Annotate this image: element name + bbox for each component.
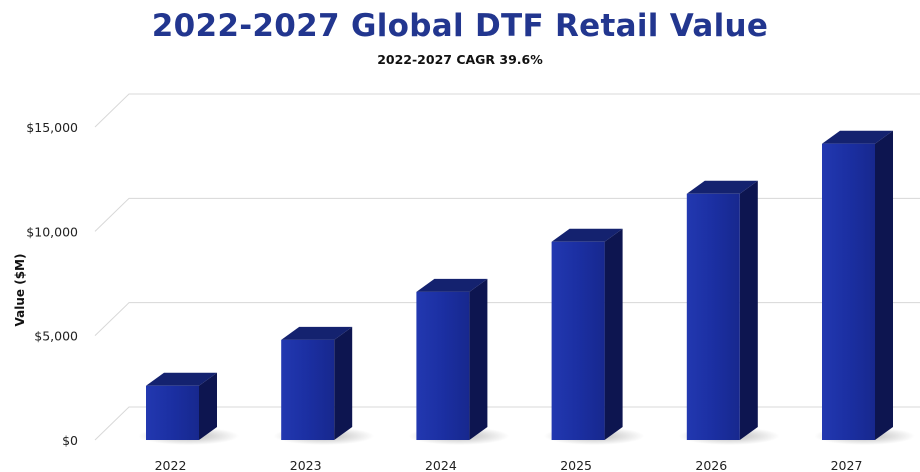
bar-front bbox=[281, 339, 335, 440]
bar-top bbox=[146, 372, 217, 386]
y-axis-ticks: $0 $5,000 $10,000 $15,000 bbox=[26, 120, 78, 448]
grid-lines bbox=[94, 93, 920, 441]
bar-2024 bbox=[416, 278, 488, 440]
gridline bbox=[94, 93, 920, 128]
bars bbox=[146, 130, 893, 441]
y-tick-label: $5,000 bbox=[34, 329, 78, 344]
bar-2027 bbox=[822, 130, 893, 440]
bar-2025 bbox=[551, 228, 623, 440]
bar-top bbox=[686, 180, 758, 194]
bar-top bbox=[551, 228, 623, 242]
bar-side bbox=[199, 372, 217, 440]
bar-side bbox=[604, 228, 623, 440]
gridline bbox=[94, 302, 920, 337]
y-tick-label: $10,000 bbox=[26, 224, 78, 239]
x-tick-label: 2024 bbox=[425, 458, 457, 472]
gridline bbox=[94, 197, 920, 232]
bar-shadows bbox=[138, 427, 915, 445]
bar-front bbox=[686, 193, 740, 440]
x-tick-label: 2027 bbox=[831, 458, 863, 472]
chart-title: 2022-2027 Global DTF Retail Value bbox=[151, 8, 769, 44]
bar-top bbox=[281, 326, 353, 340]
chart-subtitle: 2022-2027 CAGR 39.6% bbox=[377, 52, 543, 67]
y-tick-label: $0 bbox=[62, 433, 78, 448]
y-axis-label: Value ($M) bbox=[13, 254, 27, 327]
x-tick-label: 2022 bbox=[155, 458, 187, 472]
x-axis-ticks: 2022 2023 2024 2025 2026 2027 bbox=[155, 458, 863, 472]
bar-front bbox=[551, 241, 605, 440]
bar-side bbox=[739, 180, 758, 441]
bar-2023 bbox=[281, 326, 353, 440]
gridline bbox=[94, 406, 920, 441]
x-tick-label: 2023 bbox=[290, 458, 322, 472]
bar-side bbox=[469, 278, 488, 440]
bar-front bbox=[416, 291, 470, 440]
bar-2026 bbox=[686, 180, 758, 441]
x-tick-label: 2025 bbox=[560, 458, 592, 472]
bar-side bbox=[334, 326, 353, 440]
bar-side bbox=[875, 130, 893, 440]
y-tick-label: $15,000 bbox=[26, 120, 78, 135]
bar-2022 bbox=[146, 372, 217, 440]
bar-top bbox=[416, 278, 488, 292]
bar-front bbox=[146, 385, 199, 440]
x-tick-label: 2026 bbox=[695, 458, 727, 472]
bar-front bbox=[822, 143, 875, 440]
bar-top bbox=[822, 130, 893, 144]
